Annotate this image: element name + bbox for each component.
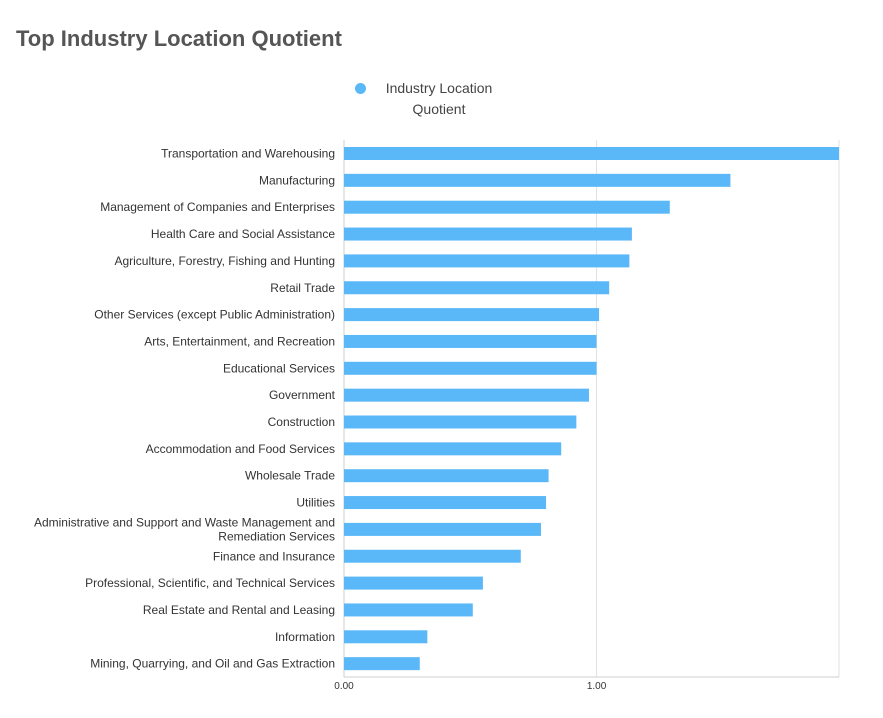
category-label: Administrative and Support and Waste Man… [34,515,335,543]
category-label: Retail Trade [270,281,335,295]
category-label: Transportation and Warehousing [161,147,335,161]
bar [344,200,670,214]
bar [344,308,600,322]
category-label: Health Care and Social Assistance [151,227,335,241]
chart-title: Top Industry Location Quotient [16,26,342,51]
bar [344,522,541,536]
category-label: Wholesale Trade [245,469,335,483]
category-label: Utilities [296,496,335,510]
category-label: Mining, Quarrying, and Oil and Gas Extra… [90,657,335,671]
bar [344,603,473,617]
bar [344,496,547,510]
bar [344,549,521,563]
bar [344,388,589,402]
bar [344,147,839,160]
bar [344,281,610,295]
bar [344,442,562,456]
category-label: Arts, Entertainment, and Recreation [144,334,335,348]
category-label: Finance and Insurance [213,549,335,563]
category-label: Other Services (except Public Administra… [94,308,335,322]
category-label: Real Estate and Rental and Leasing [143,603,335,617]
bar [344,334,597,348]
legend-label: Industry Location Quotient [385,80,493,117]
category-label: Information [275,630,335,644]
bar [344,173,731,187]
category-label: Accommodation and Food Services [146,442,335,456]
chart-legend[interactable]: Industry Location Quotient [355,78,504,120]
bar [344,576,483,590]
category-label: Professional, Scientific, and Technical … [85,576,335,590]
category-label: Agriculture, Forestry, Fishing and Hunti… [114,254,335,268]
bar [344,254,630,268]
x-tick-label: 0.00 [334,681,354,692]
bar [344,657,420,671]
category-label: Educational Services [223,361,335,375]
legend-marker [355,83,366,94]
bar [344,469,549,483]
bar [344,630,428,644]
category-label: Government [269,388,336,402]
x-tick-label: 1.00 [587,681,607,692]
bar [344,227,632,241]
category-label: Construction [268,415,335,429]
bar [344,415,577,429]
category-label: Management of Companies and Enterprises [100,200,335,214]
category-label: Manufacturing [259,173,335,187]
bar [344,361,597,375]
